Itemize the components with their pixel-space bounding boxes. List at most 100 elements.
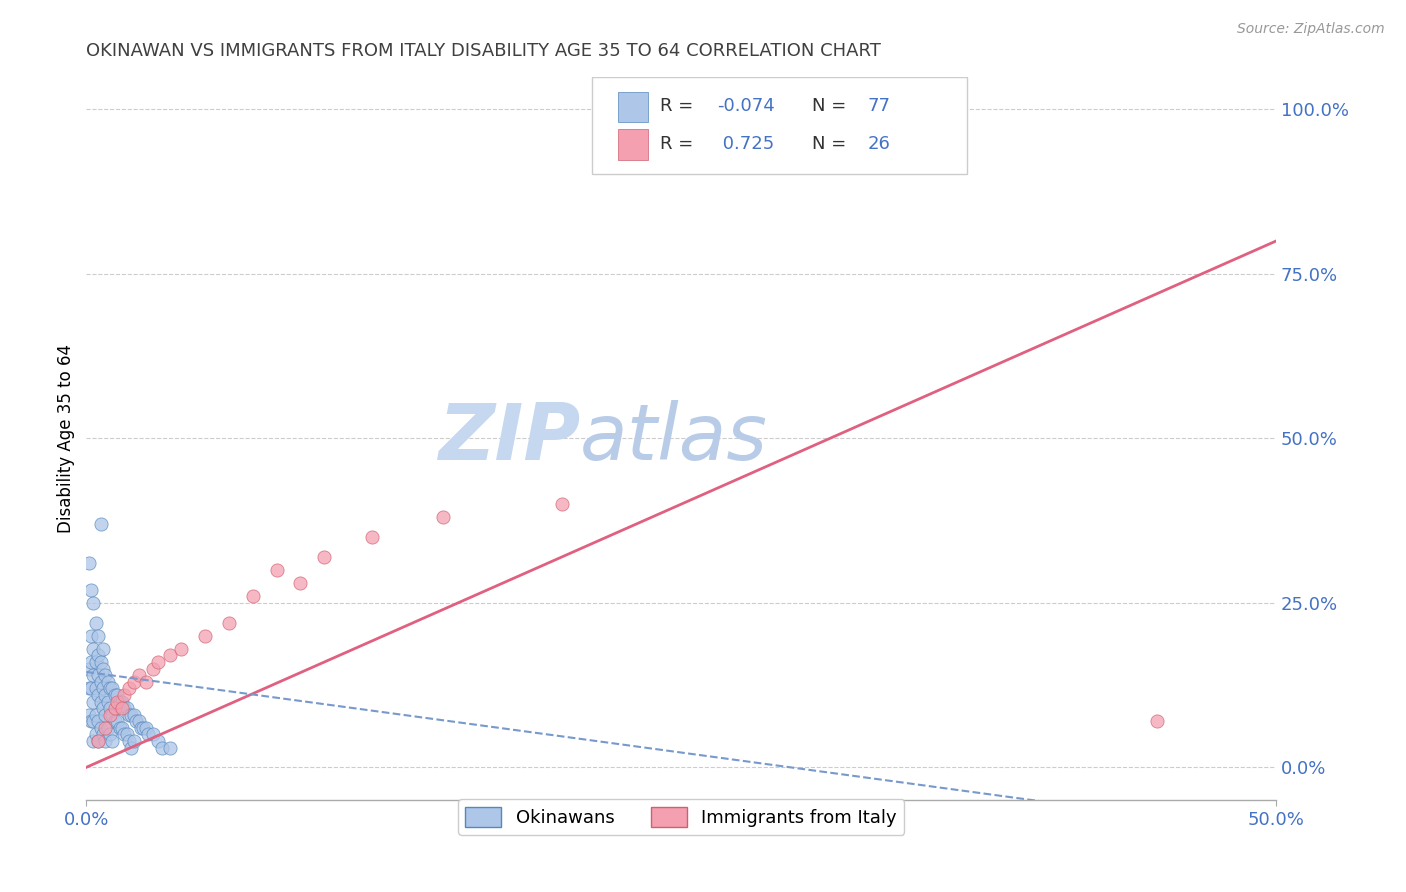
Point xyxy=(84,727,107,741)
Point xyxy=(112,701,135,715)
Point xyxy=(125,714,148,729)
Point xyxy=(135,674,157,689)
Point xyxy=(80,681,103,696)
Text: ZIP: ZIP xyxy=(437,401,581,476)
Point xyxy=(105,688,128,702)
Point xyxy=(94,707,117,722)
Point xyxy=(97,694,120,708)
Point xyxy=(128,668,150,682)
Point xyxy=(87,734,110,748)
Point xyxy=(101,707,124,722)
Point xyxy=(122,707,145,722)
Point xyxy=(94,721,117,735)
Point xyxy=(112,688,135,702)
Point xyxy=(104,714,127,729)
Point xyxy=(152,740,174,755)
Point xyxy=(111,701,134,715)
Point xyxy=(91,681,114,696)
Point xyxy=(84,655,107,669)
Point xyxy=(94,734,117,748)
Point xyxy=(91,662,114,676)
Point xyxy=(80,629,103,643)
Text: 26: 26 xyxy=(868,135,891,153)
Point xyxy=(80,582,103,597)
Text: R =: R = xyxy=(659,135,699,153)
Text: atlas: atlas xyxy=(581,401,768,476)
Point xyxy=(218,615,240,630)
Point xyxy=(82,596,104,610)
Point xyxy=(82,714,104,729)
Point xyxy=(90,655,112,669)
Point xyxy=(98,701,121,715)
Point xyxy=(77,557,100,571)
Text: OKINAWAN VS IMMIGRANTS FROM ITALY DISABILITY AGE 35 TO 64 CORRELATION CHART: OKINAWAN VS IMMIGRANTS FROM ITALY DISABI… xyxy=(86,42,882,60)
Point xyxy=(108,721,131,735)
Point xyxy=(1146,714,1168,729)
Point xyxy=(98,727,121,741)
Point xyxy=(159,648,181,663)
Point xyxy=(111,694,134,708)
Point xyxy=(91,701,114,715)
FancyBboxPatch shape xyxy=(619,92,648,122)
Point xyxy=(115,727,138,741)
Text: 0.725: 0.725 xyxy=(717,135,775,153)
FancyBboxPatch shape xyxy=(592,77,967,174)
FancyBboxPatch shape xyxy=(619,129,648,160)
Point xyxy=(551,497,574,511)
Point xyxy=(118,734,141,748)
Point xyxy=(77,662,100,676)
Point xyxy=(87,714,110,729)
Point xyxy=(101,734,124,748)
Point xyxy=(104,688,127,702)
Point xyxy=(314,549,336,564)
Point xyxy=(121,740,143,755)
Point xyxy=(115,701,138,715)
Point xyxy=(91,641,114,656)
Point xyxy=(98,681,121,696)
Point xyxy=(242,589,264,603)
Point xyxy=(87,629,110,643)
Point xyxy=(129,721,152,735)
Point xyxy=(170,641,193,656)
Point xyxy=(132,721,155,735)
Point xyxy=(101,681,124,696)
Point xyxy=(142,727,165,741)
Point xyxy=(860,103,883,117)
Point xyxy=(128,714,150,729)
Point xyxy=(97,721,120,735)
Legend: Okinawans, Immigrants from Italy: Okinawans, Immigrants from Italy xyxy=(458,799,904,835)
Point xyxy=(122,734,145,748)
Point xyxy=(82,734,104,748)
Point xyxy=(87,668,110,682)
Point xyxy=(111,721,134,735)
Text: N =: N = xyxy=(813,97,852,115)
Point xyxy=(98,707,121,722)
Point xyxy=(146,655,169,669)
Point xyxy=(82,641,104,656)
Point xyxy=(91,727,114,741)
Point xyxy=(82,668,104,682)
Point xyxy=(146,734,169,748)
Point xyxy=(90,721,112,735)
Point xyxy=(82,694,104,708)
Point xyxy=(84,615,107,630)
Point xyxy=(80,714,103,729)
Point xyxy=(432,510,454,524)
Point xyxy=(97,674,120,689)
Point xyxy=(108,694,131,708)
Point xyxy=(194,629,217,643)
Point xyxy=(266,563,288,577)
Point xyxy=(104,701,127,715)
Point xyxy=(84,681,107,696)
Point xyxy=(360,530,382,544)
Text: Source: ZipAtlas.com: Source: ZipAtlas.com xyxy=(1237,22,1385,37)
Point xyxy=(87,688,110,702)
Point xyxy=(84,707,107,722)
Point xyxy=(90,674,112,689)
Point xyxy=(112,727,135,741)
Point xyxy=(142,662,165,676)
Point xyxy=(118,681,141,696)
Text: 77: 77 xyxy=(868,97,891,115)
Point xyxy=(136,727,159,741)
Point xyxy=(94,668,117,682)
